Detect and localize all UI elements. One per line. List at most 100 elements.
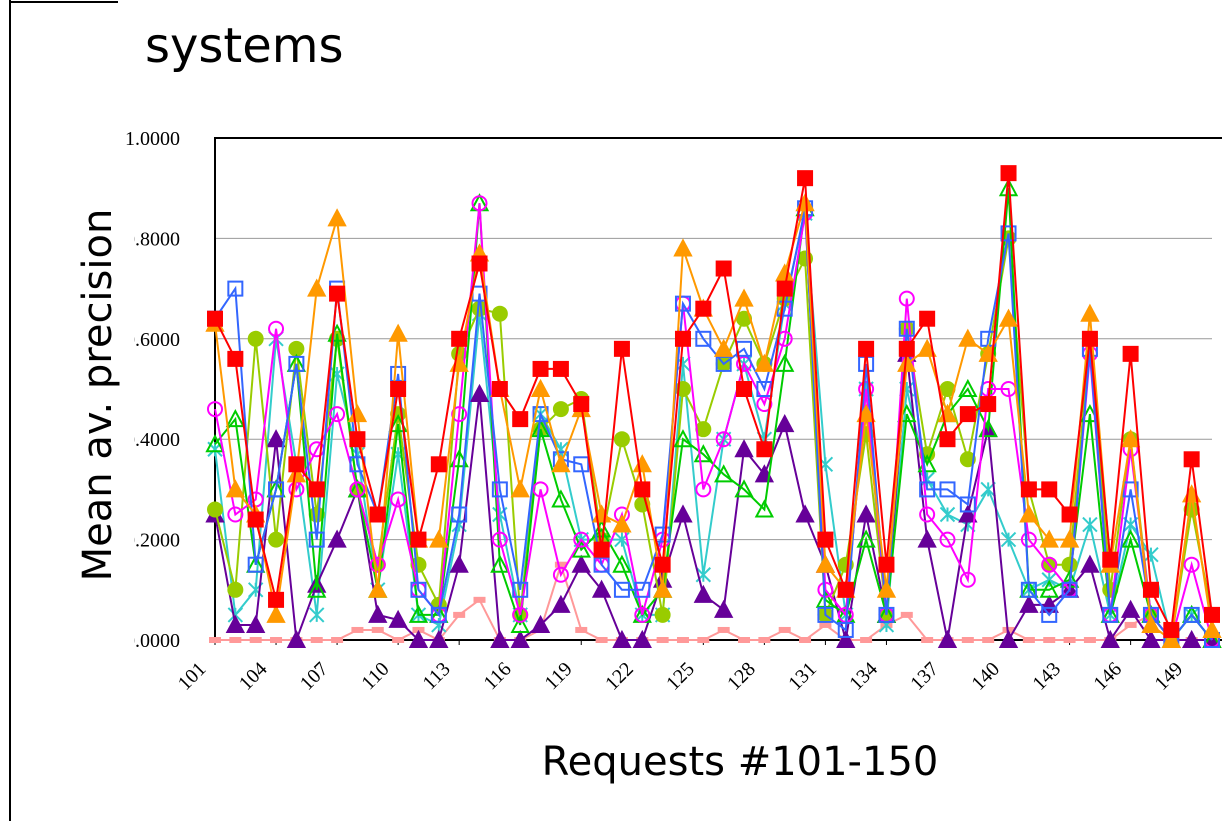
marker (917, 529, 937, 548)
marker (697, 637, 710, 643)
marker (268, 591, 285, 608)
marker (876, 579, 897, 598)
marker (736, 381, 753, 397)
marker (654, 606, 671, 623)
marker (1142, 581, 1159, 598)
marker (775, 353, 795, 372)
series-line (214, 208, 1213, 642)
marker (654, 526, 671, 543)
marker (856, 504, 876, 523)
marker (286, 464, 307, 483)
marker (227, 581, 244, 598)
marker (551, 454, 571, 473)
marker (530, 614, 551, 633)
x-tick-label: 107 (296, 658, 333, 695)
marker (1039, 579, 1059, 598)
marker (878, 556, 895, 573)
marker (980, 396, 997, 413)
marker (878, 606, 895, 623)
marker (613, 581, 630, 598)
x-tick-label: 146 (1089, 658, 1126, 695)
marker (632, 629, 652, 648)
marker (775, 263, 795, 282)
marker (288, 355, 305, 372)
marker (571, 554, 591, 573)
marker (856, 529, 876, 548)
marker (674, 330, 691, 347)
marker (551, 489, 571, 508)
marker (817, 606, 834, 623)
marker (758, 637, 771, 643)
marker (532, 481, 549, 498)
marker (1083, 637, 1096, 643)
marker (491, 305, 508, 322)
marker (227, 506, 244, 523)
marker (959, 496, 976, 513)
x-tick-label: 116 (479, 658, 515, 694)
marker (593, 541, 610, 558)
marker (308, 481, 325, 498)
marker (225, 614, 246, 633)
marker (575, 626, 588, 633)
marker (490, 554, 510, 573)
x-axis-title: Requests #101-150 (542, 739, 939, 785)
marker (249, 637, 262, 643)
marker (634, 606, 651, 623)
marker (329, 406, 346, 423)
marker (819, 621, 832, 628)
marker (919, 481, 936, 498)
marker (1081, 330, 1098, 347)
x-tick-label: 149 (1150, 658, 1187, 695)
x-tick-label: 143 (1028, 658, 1065, 695)
marker (1020, 481, 1037, 498)
marker (1161, 629, 1181, 648)
marker (491, 531, 508, 548)
marker (307, 278, 327, 297)
marker (632, 454, 652, 473)
marker (756, 396, 773, 413)
marker (551, 594, 571, 613)
marker (613, 340, 630, 357)
marker (430, 456, 447, 473)
marker (959, 451, 976, 468)
marker (695, 330, 712, 347)
marker (207, 401, 223, 418)
marker (1181, 629, 1202, 648)
marker (799, 637, 812, 643)
marker (530, 378, 551, 397)
marker (247, 556, 264, 573)
marker (349, 481, 366, 498)
marker (327, 529, 347, 548)
marker (714, 464, 734, 483)
marker (1059, 529, 1080, 548)
marker (552, 360, 569, 377)
marker (654, 556, 671, 573)
marker (858, 340, 875, 357)
marker (595, 637, 608, 643)
marker (1183, 606, 1200, 623)
marker (371, 626, 384, 633)
marker (1041, 481, 1058, 498)
marker (1204, 606, 1220, 623)
marker (998, 308, 1019, 327)
marker (1000, 225, 1017, 242)
marker (673, 504, 693, 523)
marker (227, 280, 244, 297)
marker (817, 531, 834, 548)
marker (961, 637, 974, 643)
marker (1041, 556, 1058, 573)
marker (369, 556, 386, 573)
marker (288, 456, 305, 473)
marker (1102, 606, 1119, 623)
marker (573, 396, 590, 413)
x-tick-label: 113 (418, 658, 454, 694)
marker (225, 408, 246, 428)
marker (776, 280, 793, 297)
marker (247, 330, 264, 347)
marker (1082, 516, 1098, 533)
marker (310, 637, 323, 643)
marker (958, 328, 978, 347)
marker (430, 606, 447, 623)
marker (307, 579, 327, 598)
marker (937, 629, 958, 648)
